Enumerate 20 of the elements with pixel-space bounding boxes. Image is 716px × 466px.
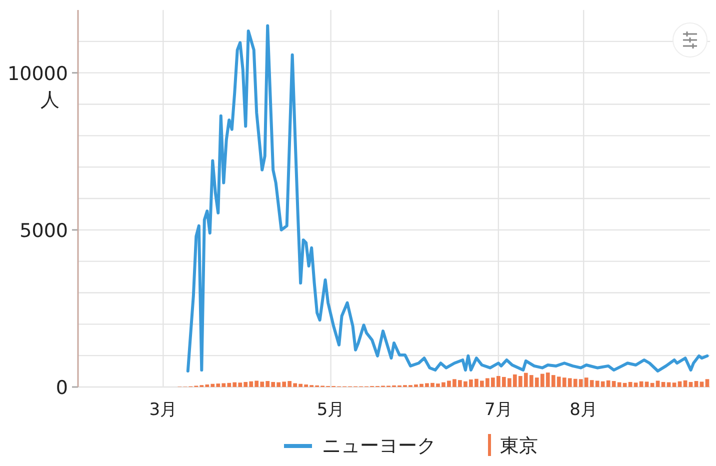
bar — [694, 381, 698, 387]
bar — [705, 379, 710, 387]
bar — [700, 382, 704, 387]
legend-label: ニューヨーク — [322, 435, 436, 457]
bar — [644, 382, 649, 387]
bar — [688, 382, 693, 387]
bar — [634, 382, 638, 387]
bar — [661, 382, 666, 387]
bar — [656, 380, 660, 387]
y-tick-label: 10000 — [8, 62, 68, 85]
y-axis-title: 人 — [40, 88, 60, 111]
x-tick-label: 5月 — [316, 400, 345, 420]
bar — [672, 382, 676, 387]
y-tick-label: 5000 — [20, 220, 68, 242]
y-tick-label: 0 — [56, 377, 68, 399]
bar — [628, 382, 632, 387]
x-tick-label: 8月 — [570, 400, 598, 420]
x-tick-label: 7月 — [484, 400, 512, 420]
x-tick-label: 3月 — [149, 400, 178, 420]
legend-label: 東京 — [500, 435, 538, 457]
